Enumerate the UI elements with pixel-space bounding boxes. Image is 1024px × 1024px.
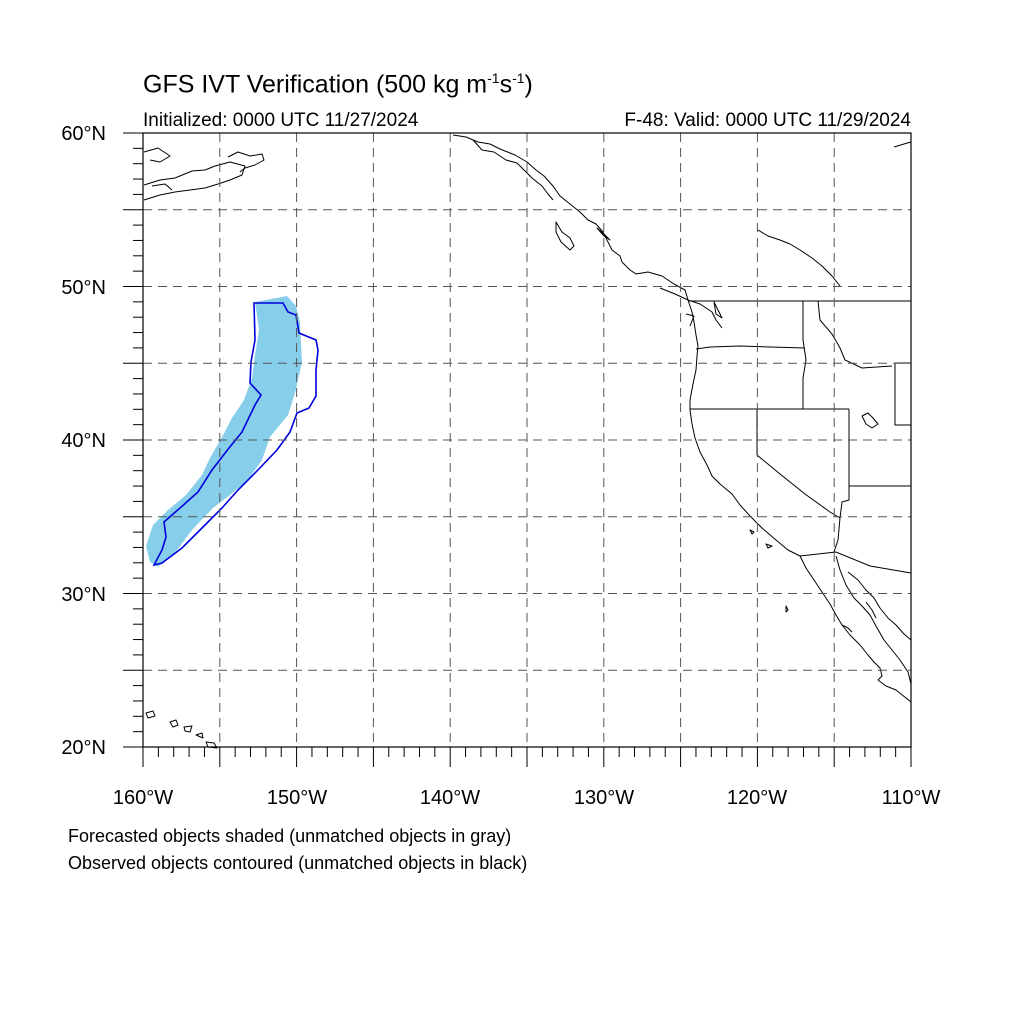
lat-label-50n: 50°N bbox=[61, 277, 106, 299]
lon-label-110w: 110°W bbox=[882, 787, 941, 809]
lon-label-150w: 150°W bbox=[267, 787, 327, 809]
coastlines bbox=[143, 134, 912, 749]
lat-label-40n: 40°N bbox=[61, 430, 106, 452]
tick-marks bbox=[123, 132, 912, 767]
observed-caption: Observed objects contoured (unmatched ob… bbox=[68, 853, 528, 873]
lat-label-60n: 60°N bbox=[61, 123, 106, 145]
forecast-caption: Forecasted objects shaded (unmatched obj… bbox=[68, 826, 512, 846]
lon-label-160w: 160°W bbox=[113, 787, 173, 809]
forecast-object-shading bbox=[146, 296, 302, 567]
graticule bbox=[143, 133, 911, 747]
lon-label-140w: 140°W bbox=[420, 787, 480, 809]
lon-label-120w: 120°W bbox=[727, 787, 787, 809]
lon-label-130w: 130°W bbox=[574, 787, 634, 809]
lat-label-30n: 30°N bbox=[61, 584, 106, 606]
initialized-time-label: Initialized: 0000 UTC 11/27/2024 bbox=[143, 110, 419, 131]
valid-time-label: F-48: Valid: 0000 UTC 11/29/2024 bbox=[624, 110, 911, 131]
chart-title: GFS IVT Verification (500 kg m-1s-1) bbox=[143, 70, 533, 99]
political-borders bbox=[688, 300, 912, 574]
lat-label-20n: 20°N bbox=[61, 737, 106, 759]
observed-object-contour bbox=[152, 302, 319, 567]
